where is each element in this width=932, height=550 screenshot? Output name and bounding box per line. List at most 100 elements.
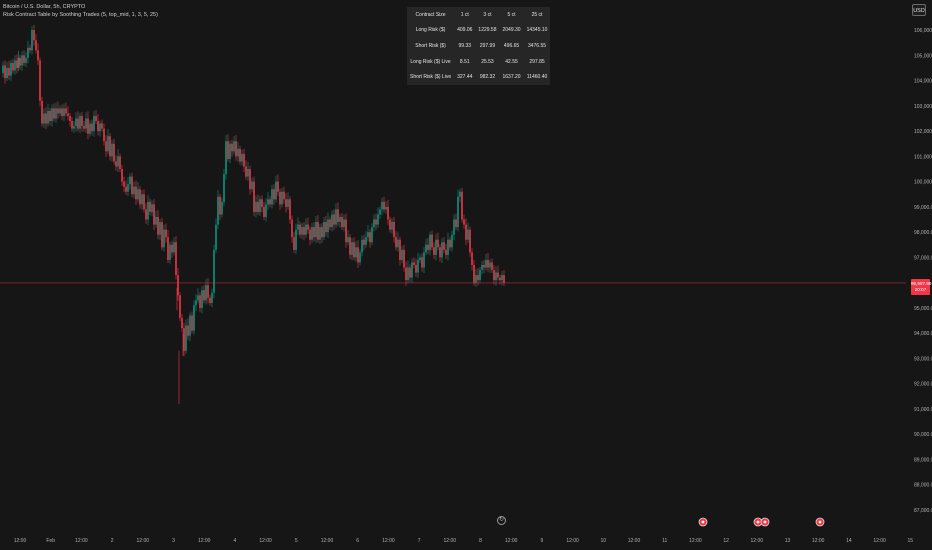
candle-body [17, 57, 20, 68]
candle-body [289, 199, 291, 220]
candle-body [491, 262, 493, 271]
risk-table-cell: 8.51 [459, 58, 470, 65]
y-tick-label: 91,000.00 [914, 407, 932, 413]
candle-body [209, 297, 211, 303]
candle-body [497, 272, 499, 278]
event-markers[interactable] [698, 517, 825, 527]
symbol-title[interactable]: Bitcoin / U.S. Dollar, 5h, CRYPTO [3, 4, 86, 10]
candle-body [163, 229, 165, 248]
candle-body [47, 110, 49, 124]
candle-body [325, 222, 327, 233]
candle-body [71, 121, 73, 129]
candle-body [363, 239, 365, 245]
candle-body [323, 222, 325, 238]
candle-body [129, 176, 131, 185]
candle-body [281, 191, 283, 205]
candle-body [125, 186, 127, 192]
y-tick-label: 94,000.00 [914, 331, 932, 337]
candle-body [139, 189, 141, 205]
candle-body [123, 181, 125, 187]
candle-body [55, 108, 57, 119]
candle-body [421, 257, 423, 268]
x-tick-label: 7 [418, 538, 421, 544]
candle-body [449, 239, 451, 248]
goto-icon: ↻ [498, 517, 505, 523]
candle-body [441, 242, 443, 258]
candle-body [49, 110, 51, 122]
candle-body [389, 219, 391, 230]
risk-table-cell: Short Risk ($) Live [410, 74, 452, 81]
candle-body [345, 219, 347, 243]
candle-body [207, 285, 209, 298]
candle-body [51, 108, 53, 122]
candle-body [435, 239, 437, 255]
candle-body [59, 108, 61, 114]
candle-body [395, 237, 397, 248]
candle-body [305, 224, 307, 235]
candle-body [75, 118, 77, 127]
scroll-to-realtime-button[interactable]: ↻ [497, 516, 506, 525]
candle-body [477, 275, 479, 281]
candle-body [79, 115, 81, 129]
candle-body [109, 136, 111, 157]
candle-body [285, 199, 287, 207]
candle-body [157, 216, 159, 235]
candle-body [273, 189, 275, 200]
candles-layer [2, 25, 505, 404]
candle-body [481, 264, 483, 271]
candle-body [429, 234, 431, 250]
candle-body [87, 118, 89, 134]
candle-body [393, 222, 395, 238]
candle-body [91, 123, 93, 132]
risk-table-header-cell: 5 ct [507, 11, 516, 18]
candle-body [53, 108, 55, 119]
candle-body [445, 249, 447, 255]
candle-body [133, 186, 135, 195]
candle-body [483, 264, 485, 268]
candle-body [361, 239, 363, 253]
candle-body [73, 126, 75, 129]
risk-table-cell: Long Risk ($) Live [410, 58, 451, 65]
candle-body [93, 115, 95, 132]
candle-body [219, 196, 221, 215]
candle-body [203, 290, 205, 301]
candle-body [327, 219, 329, 233]
currency-button[interactable]: USD [912, 4, 926, 16]
candle-body [225, 141, 227, 175]
candle-body [371, 227, 373, 243]
candle-body [145, 209, 147, 220]
candle-body [357, 247, 359, 263]
y-tick-label: 97,000.00 [914, 255, 932, 261]
candle-body [6, 67, 8, 79]
candle-body [437, 239, 439, 248]
candle-body [475, 275, 477, 283]
candle-body [413, 262, 415, 265]
candle-body [247, 169, 249, 177]
x-tick-label: 12:00 [321, 538, 334, 544]
candle-body [107, 136, 109, 152]
candle-body [187, 325, 189, 336]
candle-body [409, 267, 411, 278]
candle-body [171, 244, 173, 253]
risk-table-header-cell: 25 ct [531, 11, 543, 18]
x-tick-label: 12:00 [873, 538, 886, 544]
candle-body [143, 194, 145, 210]
candle-body [61, 108, 63, 116]
indicator-title[interactable]: Risk Contract Table by Soothing Trades (… [3, 12, 158, 18]
candle-body [455, 219, 457, 228]
candle-body [439, 247, 441, 258]
candle-body [317, 222, 319, 240]
candle-body [309, 229, 311, 240]
candle-body [387, 206, 389, 220]
x-tick-label: 12:00 [382, 538, 395, 544]
candle-body [19, 57, 21, 66]
y-tick-label: 98,000.00 [914, 230, 932, 236]
x-tick-label: 11 [662, 538, 667, 544]
candle-body [101, 123, 103, 129]
candle-body [89, 123, 91, 134]
candle-body [275, 181, 277, 200]
candle-body [473, 264, 475, 283]
candle-body [111, 143, 113, 157]
risk-table-cell: 297.99 [479, 42, 496, 49]
